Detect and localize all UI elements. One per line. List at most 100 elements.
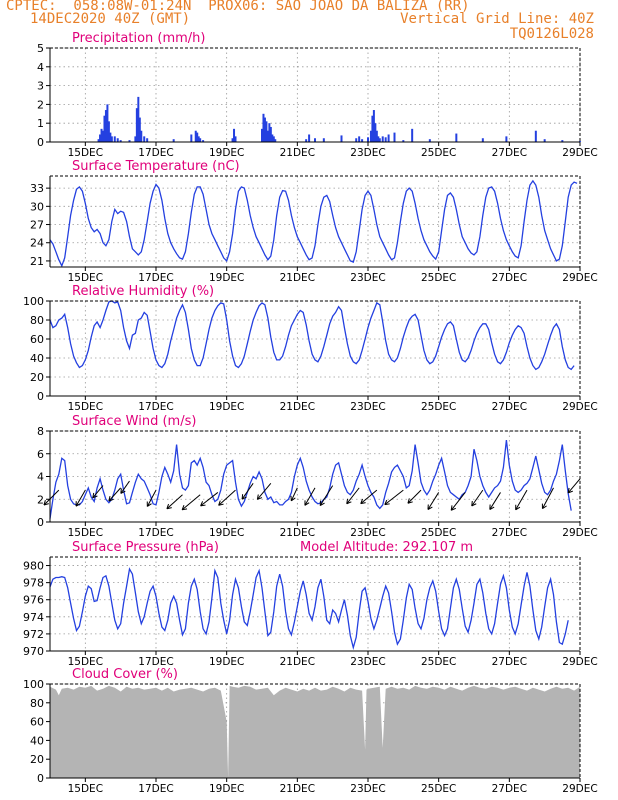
wind-arrow-shaft <box>384 489 404 506</box>
y-tick-label: 6 <box>37 448 44 461</box>
wind-arrow-shaft <box>241 483 254 500</box>
precip-bar <box>561 140 564 142</box>
wind-arrow-head <box>200 501 204 507</box>
wind-arrow <box>108 487 122 502</box>
precip-bar <box>202 140 205 142</box>
precip-bar <box>377 136 380 142</box>
precip-bar <box>190 134 193 142</box>
x-tick-label: 23DEC <box>350 527 385 539</box>
wind-arrow-head <box>241 496 247 500</box>
wind-arrow-shaft <box>346 487 360 505</box>
x-tick-label: 25DEC <box>421 401 456 413</box>
y-tick-label: 978 <box>23 577 44 590</box>
y-tick-label: 40 <box>30 352 44 365</box>
precip-bar <box>314 138 316 142</box>
wind-arrow-shaft <box>120 480 130 494</box>
wind-arrow-head <box>166 503 170 509</box>
y-tick-label: 1 <box>37 117 44 130</box>
x-tick-label: 25DEC <box>421 147 456 159</box>
wind-arrow-head <box>360 498 364 504</box>
precip-bar <box>271 134 274 142</box>
wind-arrow-shaft <box>218 489 236 506</box>
wind-arrow-head <box>43 500 46 506</box>
precip-bar <box>137 96 140 142</box>
precip-bar <box>305 139 308 142</box>
series-line <box>49 440 572 519</box>
precip-bar <box>97 139 100 142</box>
wind-arrow <box>427 492 440 510</box>
x-tick-label: 17DEC <box>138 783 173 795</box>
x-tick-label: 25DEC <box>421 272 456 284</box>
y-tick-label: 2 <box>37 493 44 506</box>
series-line <box>49 179 578 268</box>
x-tick-label: 27DEC <box>492 401 527 413</box>
wind-arrow-head <box>218 503 224 506</box>
station-info: CPTEC: 058:08W-01:24N PROX06: SAO JOAO D… <box>6 0 470 14</box>
wind-arrow-head <box>120 490 126 494</box>
wind-arrow-head <box>257 497 263 500</box>
wind-arrow-head <box>256 494 259 500</box>
x-tick-label: 15DEC <box>68 656 103 668</box>
y-tick-label: 2 <box>37 98 44 111</box>
x-tick-label: 29DEC <box>562 656 597 668</box>
precip-bar <box>272 136 275 142</box>
y-tick-label: 60 <box>30 333 44 346</box>
panel-title: Relative Humidity (%) <box>72 284 214 299</box>
wind-arrow-shaft <box>166 494 183 510</box>
wind-arrow <box>166 494 183 510</box>
y-tick-label: 27 <box>30 219 44 232</box>
wind-arrow <box>471 489 484 507</box>
precip-bar <box>411 128 414 142</box>
precip-bar <box>146 138 149 142</box>
y-tick-label: 21 <box>30 255 44 268</box>
wind-arrow <box>146 489 157 507</box>
y-tick-label: 80 <box>30 314 44 327</box>
y-tick-label: 20 <box>30 753 44 766</box>
precip-bar <box>102 130 104 142</box>
model-id: TQ0126L028 <box>509 26 594 42</box>
panel-4: 970 972 974 976 978 980 15DEC 17DEC 19DEC 21DEC 23… <box>23 540 598 668</box>
x-tick-label: 29DEC <box>562 401 597 413</box>
x-tick-label: 21DEC <box>280 783 315 795</box>
y-tick-label: 0 <box>37 136 44 149</box>
precip-bar <box>107 121 110 142</box>
wind-arrow-head <box>542 505 547 510</box>
panel-title: Cloud Cover (%) <box>72 667 178 682</box>
x-tick-label: 23DEC <box>350 147 385 159</box>
precip-bar <box>543 139 546 142</box>
precip-bar <box>534 130 537 142</box>
wind-arrow-head <box>304 502 310 506</box>
precip-bar <box>143 136 146 142</box>
wind-arrow-shaft <box>290 487 298 502</box>
forecast-date: 14DEC2020 40Z (GMT) <box>30 11 191 27</box>
precip-bar <box>233 128 236 142</box>
precip-bar <box>110 136 113 142</box>
wind-arrow <box>218 489 236 506</box>
wind-arrow-shaft <box>450 492 466 511</box>
wind-arrow-head <box>43 503 49 506</box>
precip-bar <box>263 117 266 142</box>
precip-bar <box>197 136 200 142</box>
y-tick-label: 4 <box>37 471 44 484</box>
y-tick-label: 33 <box>30 182 44 195</box>
x-tick-label: 21DEC <box>280 527 315 539</box>
x-tick-label: 17DEC <box>138 401 173 413</box>
wind-arrow-shaft <box>108 487 122 502</box>
x-tick-label: 19DEC <box>209 401 244 413</box>
precip-bar <box>199 138 202 142</box>
precip-bar <box>128 140 131 142</box>
x-tick-label: 23DEC <box>350 656 385 668</box>
wind-arrow-head <box>471 500 473 507</box>
x-tick-label: 15DEC <box>68 272 103 284</box>
y-tick-label: 0 <box>37 390 44 403</box>
x-tick-label: 17DEC <box>138 272 173 284</box>
panel-2: 0 20 40 60 80 100 15DEC 17DEC 19DEC 21DEC 23DEC 25D… <box>23 284 598 413</box>
wind-arrow <box>75 489 86 507</box>
wind-arrow-head <box>360 502 366 505</box>
precip-bar <box>384 137 387 142</box>
x-tick-label: 19DEC <box>209 147 244 159</box>
precip-bar <box>505 136 508 142</box>
x-tick-label: 19DEC <box>209 527 244 539</box>
y-tick-label: 40 <box>30 734 44 747</box>
precip-bar <box>103 115 106 142</box>
